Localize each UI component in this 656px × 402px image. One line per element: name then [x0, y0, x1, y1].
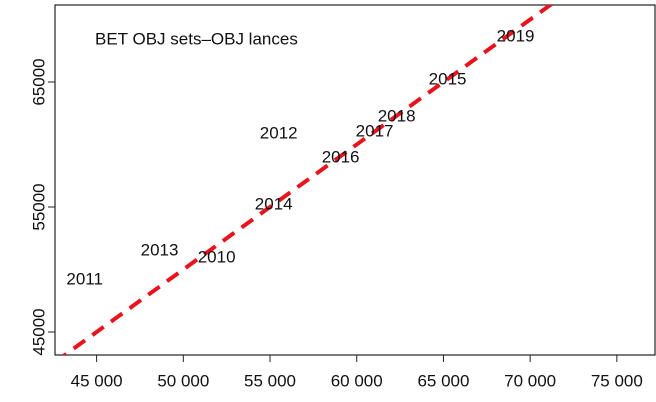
point-label: 2010: [198, 247, 236, 266]
point-label: 2017: [356, 121, 394, 140]
x-tick-label: 55 000: [244, 371, 296, 390]
point-label: 2013: [141, 240, 179, 259]
y-tick-label: 65000: [29, 58, 48, 105]
plot-frame: [54, 4, 656, 356]
y-tick-label: 55000: [29, 183, 48, 230]
x-tick-label: 60 000: [331, 371, 383, 390]
reference-line: [61, 5, 554, 355]
point-label: 2011: [66, 269, 103, 288]
x-tick-label: 65 000: [417, 371, 469, 390]
x-tick-label: 50 000: [157, 371, 209, 390]
x-tick-label: 45 000: [71, 371, 123, 390]
point-label: 2018: [378, 106, 416, 125]
point-label: 2015: [429, 69, 467, 88]
point-label: 2014: [255, 194, 293, 213]
point-label: 2019: [497, 26, 535, 45]
y-tick-label: 45000: [29, 308, 48, 355]
x-tick-label: 70 000: [504, 371, 556, 390]
point-label: 2016: [322, 147, 360, 166]
point-label: 2012: [260, 123, 298, 142]
annotation: BET OBJ sets–OBJ lances: [95, 29, 298, 48]
x-tick-label: 75 000: [591, 371, 643, 390]
